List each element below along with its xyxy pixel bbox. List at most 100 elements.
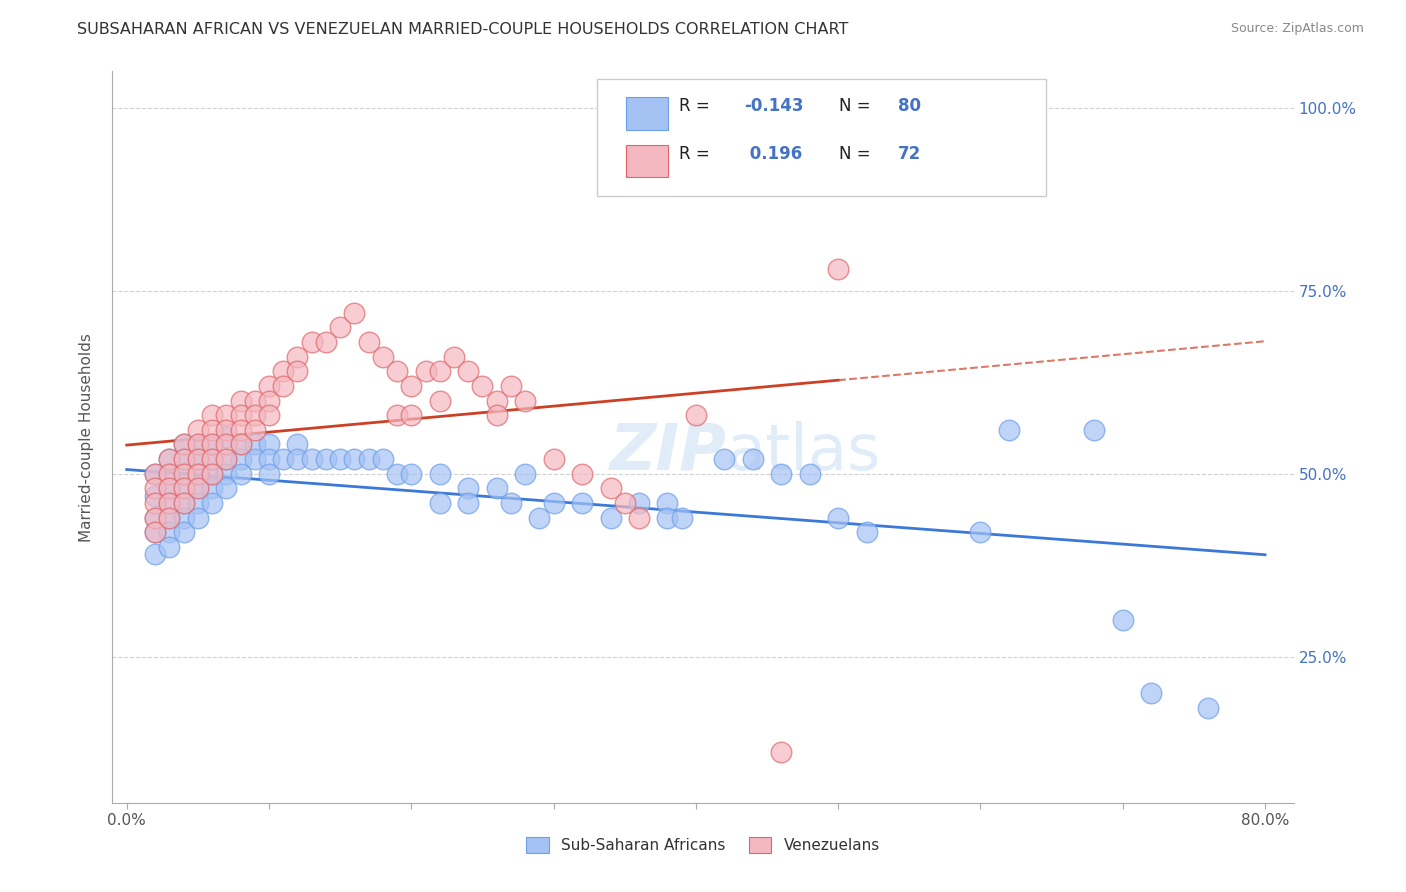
Point [457, 481, 479, 495]
Text: N =: N = [839, 97, 876, 115]
Point [173, 467, 195, 481]
Text: 72: 72 [898, 145, 921, 162]
Point [401, 379, 423, 393]
Text: 80: 80 [898, 97, 921, 115]
Point [401, 467, 423, 481]
Point [571, 467, 593, 481]
Point [827, 261, 849, 276]
Point [287, 364, 309, 378]
Point [201, 467, 224, 481]
Point [229, 423, 252, 437]
Point [671, 510, 693, 524]
Point [599, 510, 621, 524]
Point [741, 452, 763, 467]
Point [143, 481, 166, 495]
Point [173, 437, 195, 451]
Point [457, 496, 479, 510]
Point [257, 437, 280, 451]
Point [243, 452, 266, 467]
Point [543, 496, 565, 510]
Point [215, 481, 238, 495]
Point [215, 423, 238, 437]
Text: R =: R = [679, 97, 716, 115]
Point [855, 525, 877, 540]
Legend: Sub-Saharan Africans, Venezuelans: Sub-Saharan Africans, Venezuelans [519, 830, 887, 861]
Point [229, 467, 252, 481]
Point [243, 408, 266, 422]
Point [1140, 686, 1163, 700]
Point [343, 452, 366, 467]
Point [529, 510, 551, 524]
Point [770, 745, 793, 759]
Point [271, 452, 294, 467]
Text: atlas: atlas [727, 421, 882, 483]
Point [257, 393, 280, 408]
Point [357, 334, 380, 349]
Point [301, 452, 323, 467]
Point [243, 423, 266, 437]
Point [499, 379, 522, 393]
Point [385, 467, 408, 481]
Point [257, 408, 280, 422]
Point [287, 452, 309, 467]
Text: Source: ZipAtlas.com: Source: ZipAtlas.com [1230, 22, 1364, 36]
Point [499, 496, 522, 510]
Point [215, 430, 238, 444]
Point [201, 452, 224, 467]
Point [173, 437, 195, 451]
Text: R =: R = [679, 145, 716, 162]
Point [243, 393, 266, 408]
Point [143, 496, 166, 510]
Point [429, 496, 451, 510]
Point [157, 452, 180, 467]
Point [1112, 613, 1135, 627]
Point [657, 160, 679, 174]
Point [371, 350, 394, 364]
Point [173, 525, 195, 540]
Point [229, 452, 252, 467]
Point [287, 350, 309, 364]
Point [385, 364, 408, 378]
Point [157, 540, 180, 554]
Point [215, 452, 238, 467]
Point [173, 481, 195, 495]
Point [627, 496, 650, 510]
Point [513, 393, 536, 408]
Point [385, 408, 408, 422]
Point [157, 481, 180, 495]
Point [201, 423, 224, 437]
Point [271, 379, 294, 393]
Point [799, 467, 821, 481]
Point [371, 452, 394, 467]
Point [1197, 700, 1219, 714]
Point [173, 467, 195, 481]
Point [343, 306, 366, 320]
Point [143, 467, 166, 481]
Point [215, 408, 238, 422]
Point [571, 496, 593, 510]
Point [257, 467, 280, 481]
Point [257, 452, 280, 467]
Point [201, 437, 224, 451]
Point [215, 437, 238, 451]
Point [1083, 423, 1105, 437]
Text: SUBSAHARAN AFRICAN VS VENEZUELAN MARRIED-COUPLE HOUSEHOLDS CORRELATION CHART: SUBSAHARAN AFRICAN VS VENEZUELAN MARRIED… [77, 22, 849, 37]
Point [485, 481, 508, 495]
Point [201, 496, 224, 510]
Point [329, 320, 352, 334]
Point [243, 437, 266, 451]
Point [315, 334, 337, 349]
Y-axis label: Married-couple Households: Married-couple Households [79, 333, 94, 541]
Point [173, 510, 195, 524]
Point [543, 452, 565, 467]
Point [157, 510, 180, 524]
Point [657, 510, 679, 524]
Point [315, 452, 337, 467]
FancyBboxPatch shape [596, 78, 1046, 195]
Point [173, 496, 195, 510]
Point [187, 452, 209, 467]
Point [143, 547, 166, 561]
Point [187, 481, 209, 495]
Point [429, 467, 451, 481]
Point [173, 452, 195, 467]
